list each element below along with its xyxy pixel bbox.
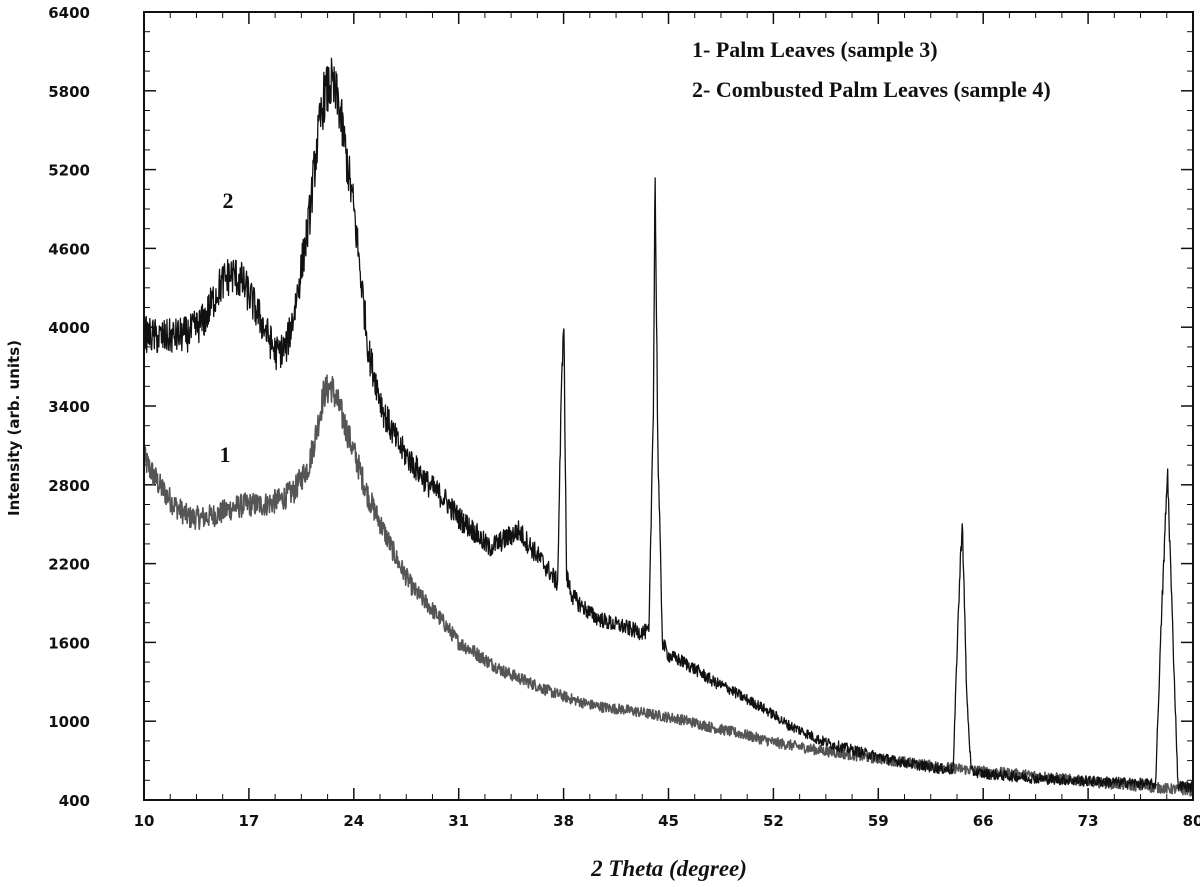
legend-entry-1: 1- Palm Leaves (sample 3)	[692, 37, 938, 62]
x-tick-label: 10	[134, 812, 155, 830]
y-tick-label: 400	[59, 792, 90, 810]
x-tick-label: 52	[763, 812, 784, 830]
series-layer	[143, 57, 1194, 797]
y-tick-label: 2200	[48, 556, 90, 574]
plot-frame	[143, 11, 1194, 801]
x-tick-label: 31	[448, 812, 469, 830]
y-tick-label: 3400	[48, 398, 90, 416]
curve-label-2: 2	[223, 188, 234, 213]
x-tick-label: 45	[658, 812, 679, 830]
x-axis-title: 2 Theta (degree)	[590, 856, 747, 881]
tick-labels: 10 17 24 31 38 45 52 59 66 73 80 400 1000 1600 2200 280…	[48, 4, 1200, 830]
x-tick-label: 59	[868, 812, 889, 830]
y-tick-label: 1000	[48, 713, 90, 731]
y-tick-label: 1600	[48, 634, 90, 652]
y-tick-label: 4600	[48, 240, 90, 258]
y-axis-title: Intensity (arb. units)	[5, 340, 23, 516]
y-tick-label: 5200	[48, 162, 90, 180]
curve-label-1: 1	[220, 442, 231, 467]
axis-ticks	[143, 11, 1194, 801]
legend-entry-2: 2- Combusted Palm Leaves (sample 4)	[692, 77, 1051, 102]
series-line-1	[143, 374, 1194, 797]
y-tick-label: 4000	[48, 319, 90, 337]
x-tick-label: 66	[973, 812, 994, 830]
x-tick-label: 73	[1078, 812, 1099, 830]
x-tick-label: 38	[553, 812, 574, 830]
y-tick-label: 6400	[48, 4, 90, 22]
y-tick-label: 5800	[48, 83, 90, 101]
y-tick-label: 2800	[48, 477, 90, 495]
x-tick-label: 80	[1183, 812, 1200, 830]
x-tick-label: 17	[238, 812, 259, 830]
x-tick-label: 24	[343, 812, 364, 830]
series-line-2	[143, 57, 1194, 793]
